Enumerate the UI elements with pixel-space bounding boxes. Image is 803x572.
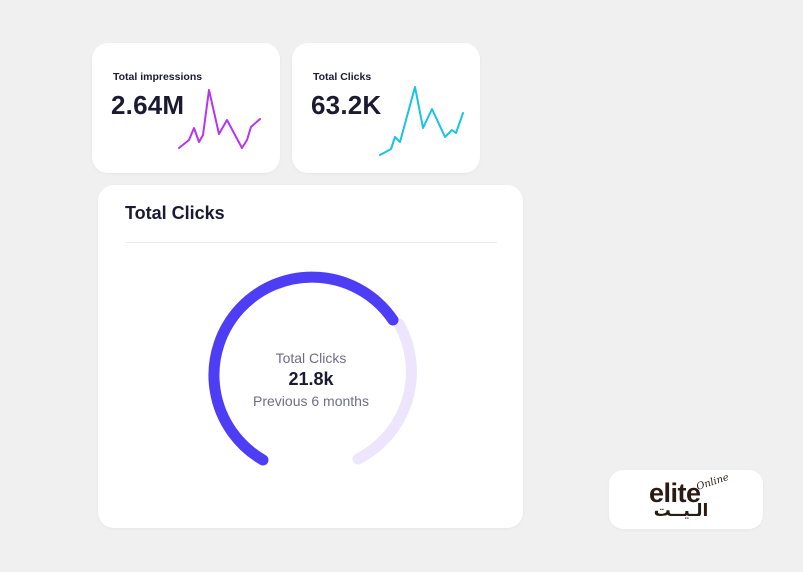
gauge-subtitle: Previous 6 months bbox=[253, 393, 369, 409]
logo-text-online: Online bbox=[695, 472, 731, 493]
clicks-sparkline bbox=[379, 86, 464, 156]
gauge-fill-arc bbox=[208, 271, 399, 466]
gauge-label: Total Clicks bbox=[275, 350, 347, 366]
impressions-label: Total impressions bbox=[113, 71, 203, 83]
impressions-value: 2.64M bbox=[111, 90, 185, 120]
elite-logo-badge: elite Online الـيــت bbox=[609, 470, 763, 529]
title-divider bbox=[125, 242, 497, 243]
card-title: Total Clicks bbox=[125, 203, 225, 223]
total-clicks-gauge-card: Total Clicks Total Clicks 21.8k Previous… bbox=[98, 185, 523, 528]
impressions-stat-card: Total impressions 2.64M bbox=[92, 43, 280, 173]
gauge-value: 21.8k bbox=[288, 369, 334, 389]
clicks-value: 63.2K bbox=[311, 90, 382, 120]
clicks-stat-card: Total Clicks 63.2K bbox=[292, 43, 480, 173]
logo-text-ar: الـيــت bbox=[653, 501, 709, 521]
clicks-label: Total Clicks bbox=[313, 71, 372, 83]
logo-text-en: elite bbox=[649, 478, 701, 508]
radial-gauge bbox=[208, 271, 417, 466]
impressions-sparkline bbox=[178, 89, 261, 149]
gauge-track-arc bbox=[352, 318, 417, 465]
